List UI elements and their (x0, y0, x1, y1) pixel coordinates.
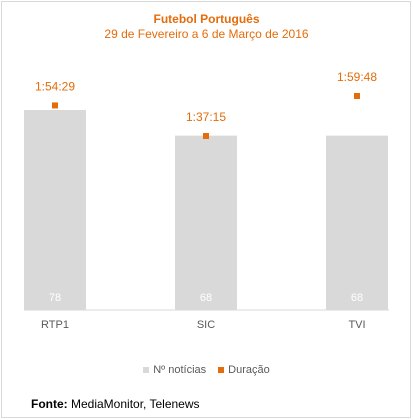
legend-label-duration: Duração (228, 364, 270, 376)
source-text: MediaMonitor, Telenews (71, 397, 200, 411)
source-label: Fonte: (31, 397, 68, 411)
x-tick-label-sic: SIC (197, 319, 215, 331)
bar-sic[interactable] (175, 135, 237, 310)
duration-label-tvi: 1:59:48 (337, 70, 377, 84)
legend-item-news-count[interactable]: Nº notícias (143, 364, 206, 376)
legend-item-duration[interactable]: Duração (218, 364, 270, 376)
legend-label-news-count: Nº notícias (153, 364, 207, 376)
source-note: Fonte: MediaMonitor, Telenews (31, 397, 200, 411)
chart-subtitle: 29 de Fevereiro a 6 de Março de 2016 (104, 27, 309, 41)
bar-value-label-tvi: 68 (351, 292, 363, 304)
bar-tvi[interactable] (326, 135, 388, 310)
legend: Nº notícias Duração (0, 364, 413, 376)
duration-marker-tvi[interactable] (354, 93, 360, 99)
duration-label-rtp1: 1:54:29 (35, 79, 75, 93)
x-tick-label-rtp1: RTP1 (41, 319, 69, 331)
chart-title: Futebol Português (153, 12, 260, 26)
legend-swatch-news-count (143, 367, 150, 373)
bar-value-label-sic: 68 (200, 292, 212, 304)
duration-label-sic: 1:37:15 (186, 110, 226, 124)
duration-marker-rtp1[interactable] (52, 102, 58, 109)
bar-value-label-rtp1: 78 (49, 292, 61, 304)
x-tick-label-tvi: TVI (348, 319, 365, 331)
bar-rtp1[interactable] (24, 110, 86, 310)
legend-swatch-duration (218, 367, 225, 373)
duration-marker-sic[interactable] (203, 133, 209, 139)
